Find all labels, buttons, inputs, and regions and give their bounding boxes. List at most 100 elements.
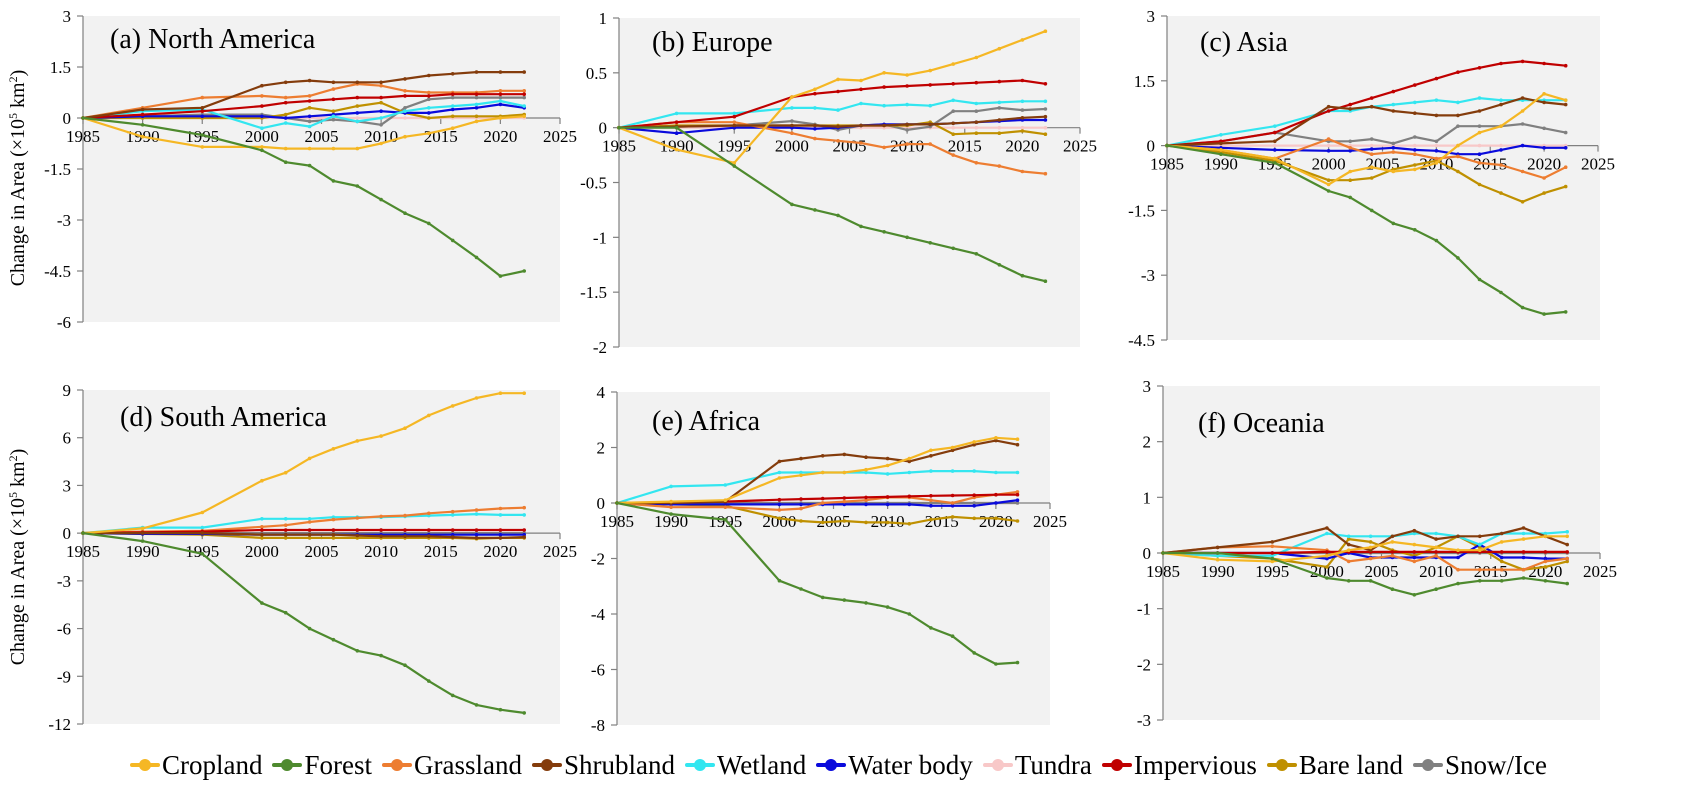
data-point [1346, 579, 1351, 583]
y-tick-label: 3 [1143, 377, 1152, 396]
x-tick-label: 2000 [245, 542, 279, 561]
series-shrubland [81, 70, 526, 120]
data-point [1391, 169, 1396, 174]
data-point [1542, 191, 1546, 195]
data-point [1369, 143, 1374, 148]
data-point [450, 404, 455, 408]
data-point [1273, 124, 1277, 128]
data-point [1390, 550, 1395, 554]
data-point [1015, 501, 1020, 505]
data-point [1369, 137, 1374, 141]
chart-legend: Cropland Forest Grassland Shrubland Wetland W… [0, 747, 1687, 783]
data-point [474, 536, 479, 540]
data-point [81, 531, 85, 535]
legend-swatch-icon [1266, 758, 1297, 772]
y-tick-label: 9 [63, 381, 72, 400]
data-point [1326, 182, 1331, 187]
data-point [355, 146, 360, 151]
data-point [1521, 567, 1526, 572]
data-point [1542, 92, 1546, 96]
data-point [283, 80, 288, 85]
data-point [1543, 579, 1548, 583]
data-point [379, 83, 383, 88]
data-point [498, 707, 503, 712]
data-point [403, 89, 407, 93]
data-point [1325, 554, 1329, 558]
data-point [1434, 238, 1439, 243]
data-point [522, 104, 526, 108]
data-point [907, 459, 912, 464]
data-point [1413, 83, 1417, 87]
x-tick-label: 1995 [185, 542, 219, 561]
data-point [1542, 100, 1546, 105]
data-point [474, 528, 479, 532]
data-point [450, 126, 455, 130]
x-tick-label: 1995 [1255, 562, 1289, 581]
data-point [355, 80, 360, 85]
data-point [777, 516, 782, 521]
data-point [1434, 156, 1439, 161]
data-point [1326, 143, 1331, 148]
data-point [331, 517, 336, 522]
plot-background [83, 16, 560, 322]
x-tick-label: 2020 [1528, 562, 1562, 581]
data-point [403, 109, 407, 113]
series-forest [615, 501, 1020, 666]
y-tick-label: 0 [63, 109, 72, 128]
y-tick-label: -3 [1141, 266, 1155, 285]
data-point [928, 68, 932, 73]
data-point [1477, 124, 1482, 128]
data-point [1161, 551, 1165, 555]
data-point [777, 476, 782, 480]
x-tick-label: 2000 [1310, 562, 1344, 581]
data-point [283, 532, 288, 537]
data-point [732, 114, 737, 119]
data-point [1219, 152, 1223, 156]
data-point [997, 46, 1002, 51]
data-point [140, 112, 145, 117]
legend-item-bare-land: Bare land [1266, 750, 1403, 781]
y-tick-label: 0 [597, 494, 606, 513]
data-point [1563, 130, 1568, 135]
data-point [1270, 544, 1275, 549]
data-point [813, 127, 817, 131]
data-point [799, 587, 803, 591]
data-point [842, 452, 847, 457]
data-point [859, 78, 863, 83]
data-point [1043, 99, 1048, 104]
data-point [974, 161, 979, 165]
data-point [498, 102, 503, 107]
data-point [669, 484, 673, 489]
data-point [498, 513, 503, 517]
data-point [859, 87, 863, 92]
data-point [974, 101, 979, 106]
x-tick-label: 2020 [1527, 155, 1561, 174]
legend-label: Tundra [1014, 749, 1092, 780]
data-point [951, 98, 955, 103]
data-point [997, 100, 1002, 105]
data-point [450, 72, 455, 76]
data-point [427, 413, 431, 418]
plot-background [83, 390, 560, 724]
y-tick-label: -1.5 [1128, 201, 1155, 220]
data-point [1270, 559, 1275, 564]
data-point [1434, 98, 1439, 102]
data-point [1413, 148, 1417, 152]
series-grassland [1165, 137, 1568, 180]
data-point [674, 120, 679, 124]
data-point [1413, 111, 1417, 115]
data-point [283, 100, 288, 105]
data-point [1543, 531, 1548, 536]
data-point [1270, 551, 1275, 555]
data-point [1499, 559, 1504, 564]
data-point [307, 163, 312, 168]
data-point [498, 89, 503, 93]
y-tick-label: 0 [63, 524, 72, 543]
data-point [929, 448, 933, 453]
data-point [813, 136, 817, 141]
data-point [355, 119, 360, 124]
data-point [799, 497, 803, 501]
data-point [450, 693, 455, 698]
data-point [427, 534, 431, 539]
data-point [994, 436, 998, 440]
